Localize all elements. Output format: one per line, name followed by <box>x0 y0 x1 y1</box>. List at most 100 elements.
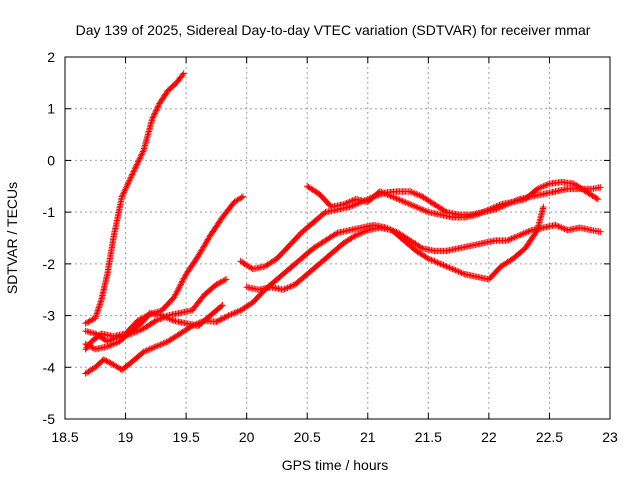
data-point <box>83 319 91 326</box>
data-point <box>130 168 137 175</box>
data-point <box>381 190 388 197</box>
data-point <box>341 200 349 207</box>
data-point <box>149 115 156 123</box>
data-point <box>149 114 157 121</box>
data-point <box>205 235 212 242</box>
data-point <box>137 326 144 333</box>
axis-ticks: 18.5 19 19.5 20 20.5 21 21.5 22 22.5 23210-1-2-3-… <box>43 49 618 445</box>
data-point <box>104 343 111 350</box>
data-point <box>434 259 441 266</box>
data-point <box>235 307 243 315</box>
data-point <box>321 210 328 217</box>
data-point <box>503 237 511 244</box>
data-point <box>125 178 132 186</box>
data-point <box>163 338 170 346</box>
data-point <box>387 192 394 200</box>
data-point <box>103 357 110 365</box>
series-track-1 <box>82 70 187 327</box>
data-point <box>419 206 426 213</box>
data-point <box>597 184 604 191</box>
data-point <box>508 235 515 242</box>
data-point <box>170 294 178 301</box>
data-point <box>201 241 208 249</box>
data-point <box>411 190 418 197</box>
data-point <box>218 278 226 285</box>
data-point <box>135 156 143 164</box>
data-point <box>222 313 229 321</box>
data-point <box>540 203 547 211</box>
data-point <box>118 193 126 200</box>
data-point <box>203 237 211 245</box>
data-point <box>193 320 200 328</box>
data-point <box>120 189 128 196</box>
data-point <box>194 254 201 261</box>
data-point <box>428 256 435 264</box>
data-point <box>133 162 140 170</box>
x-tick-label: 19 <box>118 429 134 445</box>
data-point <box>425 255 432 262</box>
data-point <box>391 194 399 202</box>
data-point <box>343 199 350 207</box>
data-point <box>453 267 461 275</box>
data-point <box>234 308 241 315</box>
data-point <box>146 346 153 353</box>
data-point <box>534 185 541 193</box>
data-point <box>537 184 544 191</box>
data-point <box>413 190 420 198</box>
data-point <box>151 344 158 351</box>
data-point <box>388 193 396 200</box>
data-point <box>413 203 420 211</box>
data-point <box>447 265 455 272</box>
data-point <box>213 281 220 288</box>
data-point <box>538 183 546 191</box>
data-point <box>216 279 223 287</box>
data-point <box>429 257 437 264</box>
data-point <box>540 183 547 190</box>
data-point <box>438 261 446 268</box>
data-point <box>420 207 427 214</box>
data-point <box>417 244 425 251</box>
data-point <box>154 342 161 350</box>
data-point <box>543 181 550 189</box>
data-point <box>135 158 142 165</box>
y-tick-label: 2 <box>47 49 55 65</box>
data-point <box>178 279 185 287</box>
data-point <box>177 281 184 288</box>
data-point <box>179 278 186 285</box>
data-point <box>82 340 89 348</box>
data-point <box>556 223 564 231</box>
data-point <box>479 208 486 216</box>
data-point <box>423 208 430 215</box>
data-point <box>161 313 169 321</box>
data-point <box>390 194 397 201</box>
data-point <box>376 188 384 195</box>
data-point <box>594 196 602 203</box>
data-point <box>232 309 240 316</box>
data-point <box>136 155 143 162</box>
data-point <box>378 188 385 196</box>
data-point <box>151 318 158 325</box>
data-point <box>154 103 162 110</box>
data-point <box>443 263 450 270</box>
data-point <box>450 266 458 273</box>
data-point <box>393 195 400 202</box>
data-point <box>121 187 128 194</box>
data-point <box>126 177 133 184</box>
data-point <box>158 312 166 319</box>
data-point <box>196 319 203 326</box>
data-point <box>346 198 353 205</box>
data-point <box>414 204 421 211</box>
data-point <box>509 234 517 242</box>
data-point <box>181 273 188 281</box>
data-point <box>402 199 409 206</box>
x-tick-label: 22.5 <box>536 429 563 445</box>
data-point <box>458 269 465 277</box>
data-point <box>405 200 412 207</box>
data-point <box>215 317 223 324</box>
data-point <box>86 343 93 350</box>
data-point <box>106 359 113 366</box>
data-point <box>151 111 158 118</box>
data-point <box>221 276 228 284</box>
data-point <box>440 262 447 269</box>
data-point <box>559 225 567 232</box>
